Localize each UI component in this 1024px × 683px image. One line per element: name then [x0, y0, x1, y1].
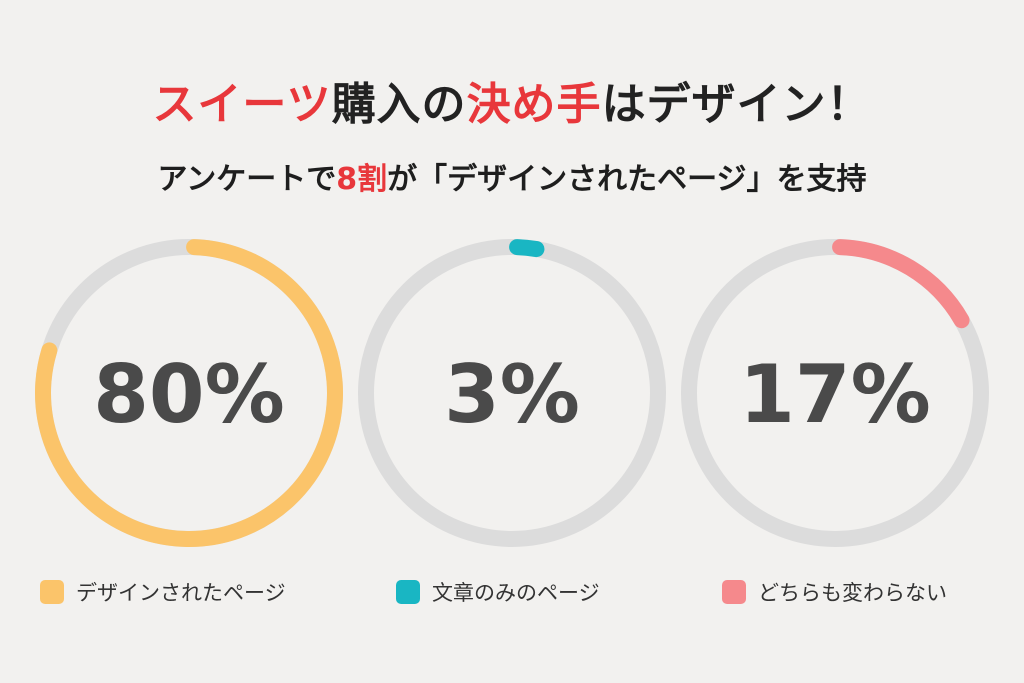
gauge-arc-no-difference [681, 238, 989, 547]
legend-item-no-difference: どちらも変わらない [722, 576, 947, 608]
legend-swatch-design-page [40, 580, 64, 604]
page-title: スイーツ購入の決め手はデザイン！ [0, 78, 1024, 132]
subtitle-part-3: が「デザインされたページ」を支持 [387, 162, 867, 197]
gauge-arc-design-page [34, 239, 343, 548]
title-part-1: スイーツ [152, 79, 332, 130]
legend-swatch-no-difference [722, 580, 746, 604]
subtitle-part-2: 8割 [336, 162, 388, 197]
page-subtitle: アンケートで8割が「デザインされたページ」を支持 [0, 160, 1024, 200]
title-part-2: 購入の [331, 79, 467, 130]
legend-label-design-page: デザインされたページ [76, 581, 286, 605]
legend-item-text-only-page: 文章のみのページ [396, 576, 600, 608]
legend-label-text-only-page: 文章のみのページ [432, 581, 600, 605]
legend-label-no-difference: どちらも変わらない [758, 581, 947, 605]
gauge-value-text-only-page: 3% [444, 348, 580, 441]
legend-item-design-page: デザインされたページ [40, 576, 286, 608]
legend-swatch-text-only-page [396, 580, 420, 604]
title-part-4: はデザイン！ [601, 79, 872, 130]
title-part-3: 決め手 [466, 79, 602, 130]
gauge-value-no-difference: 17% [739, 348, 930, 441]
gauge-arc-text-only-page [358, 239, 666, 548]
subtitle-part-1: アンケートで [157, 162, 337, 197]
gauge-value-design-page: 80% [93, 348, 284, 441]
